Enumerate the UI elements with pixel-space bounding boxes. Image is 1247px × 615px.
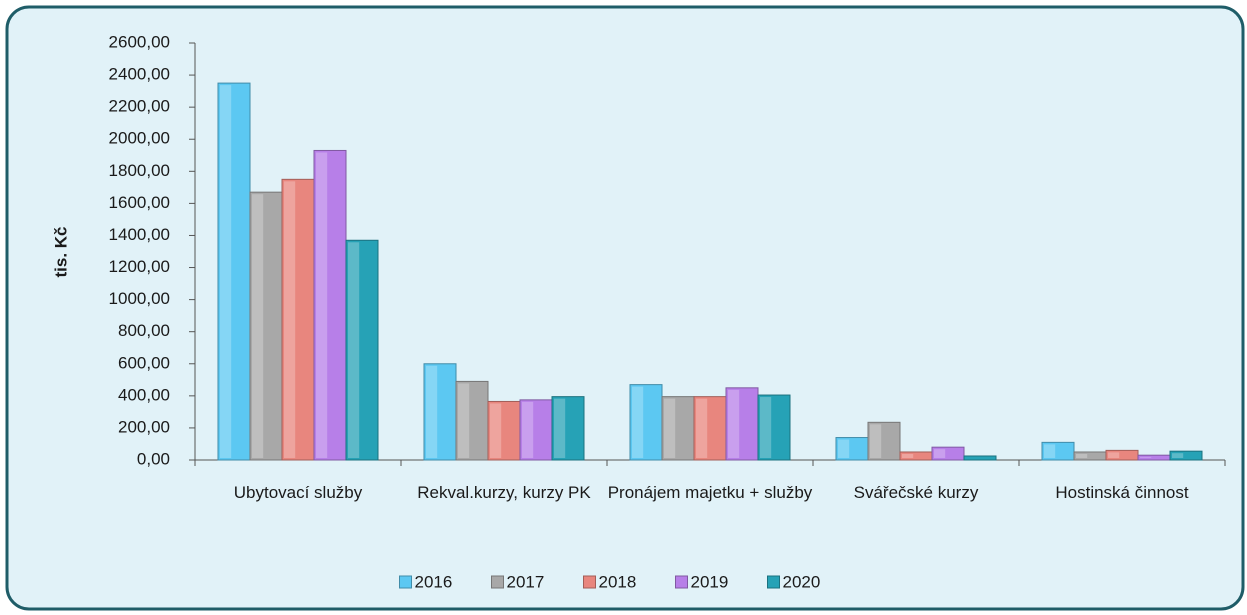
bar-highlight <box>728 389 740 458</box>
bar <box>693 396 727 461</box>
bar-highlight <box>902 453 914 458</box>
x-tick-label: Svářečské kurzy <box>853 483 979 502</box>
y-tick-label: 800,00 <box>118 321 170 340</box>
bar-highlight <box>1172 453 1184 458</box>
bar <box>867 421 901 461</box>
x-tick-label: Rekval.kurzy, kurzy PK <box>417 483 591 502</box>
bar <box>661 396 695 461</box>
bar <box>455 380 489 461</box>
bar-highlight <box>522 401 534 458</box>
bar <box>629 384 663 461</box>
y-tick-label: 600,00 <box>118 353 170 372</box>
legend-label: 2020 <box>783 572 821 591</box>
y-tick-label: 2600,00 <box>109 32 170 51</box>
bar-highlight <box>696 398 708 458</box>
y-tick-label: 1600,00 <box>109 193 170 212</box>
legend-swatch <box>399 575 412 589</box>
y-tick-label: 1200,00 <box>109 257 170 276</box>
y-tick-label: 400,00 <box>118 385 170 404</box>
legend-swatch <box>767 575 780 589</box>
bar-highlight <box>760 397 772 458</box>
bar <box>757 394 791 461</box>
legend-swatch <box>491 575 504 589</box>
x-tick-label: Ubytovací služby <box>233 483 363 502</box>
bar-highlight <box>490 403 502 458</box>
bar <box>963 455 997 461</box>
bar-highlight <box>284 181 296 459</box>
bar <box>931 446 965 461</box>
bar-highlight <box>934 449 946 458</box>
legend-swatch <box>675 575 688 589</box>
bar-highlight <box>870 424 882 458</box>
y-tick-label: 200,00 <box>118 417 170 436</box>
bar-highlight <box>458 383 470 458</box>
legend-label: 2019 <box>691 572 729 591</box>
bar-highlight <box>220 85 232 458</box>
bar-highlight <box>426 365 438 458</box>
bar <box>423 363 457 461</box>
x-tick-label: Pronájem majetku + služby <box>607 483 813 502</box>
bar-highlight <box>252 194 264 458</box>
bar <box>551 396 585 461</box>
bar <box>345 239 379 461</box>
y-tick-label: 1800,00 <box>109 161 170 180</box>
bar-highlight <box>316 152 328 458</box>
y-tick-label: 1400,00 <box>109 225 170 244</box>
x-tick-label: Hostinská činnost <box>1055 483 1189 502</box>
bar-highlight <box>554 398 566 458</box>
y-tick-label: 2200,00 <box>109 97 170 116</box>
bar-highlight <box>1140 457 1152 458</box>
legend-label: 2018 <box>599 572 637 591</box>
y-tick-label: 2400,00 <box>109 65 170 84</box>
bar-highlight <box>1044 444 1056 458</box>
bar <box>1041 441 1075 461</box>
bar <box>281 178 315 461</box>
chart-frame <box>5 5 1245 611</box>
bar-highlight <box>348 242 360 458</box>
legend-label: 2017 <box>507 572 545 591</box>
bar <box>249 191 283 461</box>
bar-highlight <box>838 439 850 458</box>
bar <box>217 82 251 461</box>
bar <box>725 387 759 461</box>
bar-highlight <box>1076 453 1088 458</box>
y-axis-label: tis. Kč <box>51 226 70 277</box>
bar <box>313 149 347 461</box>
bar-highlight <box>632 386 644 458</box>
bar <box>487 400 521 461</box>
bar <box>1169 450 1203 461</box>
y-tick-label: 1000,00 <box>109 289 170 308</box>
y-tick-label: 0,00 <box>137 449 170 468</box>
y-tick-label: 2000,00 <box>109 129 170 148</box>
legend-label: 2016 <box>415 572 453 591</box>
bar-highlight <box>664 398 676 458</box>
bar-highlight <box>1108 452 1120 458</box>
legend-swatch <box>583 575 596 589</box>
